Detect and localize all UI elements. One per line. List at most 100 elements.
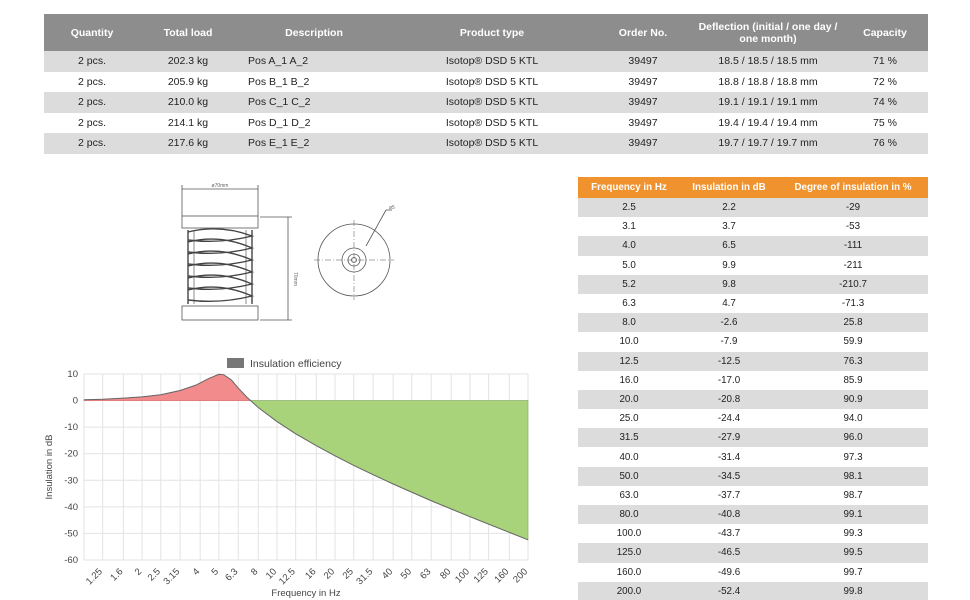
cell-degree-insulation: -71.3 (778, 293, 928, 314)
frequency-table-row: 4.0 6.5 -111 (578, 236, 928, 256)
frequency-table-row: 80.0 -40.8 99.1 (578, 505, 928, 525)
cell-product-type: Isotop® DSD 5 KTL (392, 92, 592, 113)
frequency-table-row: 125.0 -46.5 99.5 (578, 543, 928, 563)
x-tick-label: 12.5 (277, 566, 298, 587)
cell-frequency: 5.2 (578, 274, 680, 294)
isolator-technical-drawing: ø70mm 70mm ø5 (181, 183, 395, 321)
cell-capacity: 71 % (842, 51, 928, 72)
x-tick-label: 2.5 (146, 566, 163, 583)
y-tick-label: -50 (64, 528, 78, 539)
cell-quantity: 2 pcs. (44, 112, 140, 133)
cell-frequency: 3.1 (578, 217, 680, 237)
cell-insulation-db: -7.9 (680, 332, 778, 352)
header-frequency: Frequency in Hz (578, 177, 680, 198)
cell-frequency: 25.0 (578, 409, 680, 429)
cell-capacity: 75 % (842, 112, 928, 133)
x-tick-label: 20 (322, 566, 337, 581)
cell-total-load: 210.0 kg (140, 92, 236, 113)
cell-frequency: 20.0 (578, 389, 680, 410)
cell-insulation-db: -24.4 (680, 409, 778, 429)
frequency-table-row: 5.0 9.9 -211 (578, 255, 928, 275)
cell-quantity: 2 pcs. (44, 92, 140, 113)
legend-swatch (227, 358, 244, 368)
spec-table-row: 2 pcs. 202.3 kg Pos A_1 A_2 Isotop® DSD 5 K… (44, 51, 928, 72)
cell-frequency: 8.0 (578, 313, 680, 333)
frequency-table-body: 2.5 2.2 -29 3.1 3.7 -53 4.0 6.5 -111 5.0 9.9 -211 5.… (578, 198, 928, 600)
x-tick-label: 3.15 (161, 566, 182, 587)
circle-dimension-label: ø5 (389, 205, 395, 211)
y-tick-label: -40 (64, 502, 78, 513)
cell-degree-insulation: 99.1 (778, 505, 928, 525)
frequency-table-row: 25.0 -24.4 94.0 (578, 409, 928, 429)
cell-order-no: 39497 (592, 51, 694, 72)
cell-frequency: 4.0 (578, 236, 680, 256)
cell-insulation-db: -49.6 (680, 562, 778, 582)
spec-table-body: 2 pcs. 202.3 kg Pos A_1 A_2 Isotop® DSD 5 K… (44, 51, 928, 154)
cell-frequency: 10.0 (578, 332, 680, 352)
cell-insulation-db: -12.5 (680, 351, 778, 371)
cell-insulation-db: -46.5 (680, 543, 778, 563)
y-tick-label: -30 (64, 475, 78, 486)
x-tick-label: 1.6 (108, 566, 125, 583)
spec-table-row: 2 pcs. 210.0 kg Pos C_1 C_2 Isotop® DSD 5 K… (44, 92, 928, 113)
cell-product-type: Isotop® DSD 5 KTL (392, 51, 592, 72)
frequency-table-row: 200.0 -52.4 99.8 (578, 581, 928, 600)
frequency-table-row: 2.5 2.2 -29 (578, 198, 928, 218)
cell-degree-insulation: 97.3 (778, 447, 928, 467)
cell-degree-insulation: 85.9 (778, 370, 928, 390)
cell-insulation-db: 2.2 (680, 198, 778, 218)
cell-insulation-db: 4.7 (680, 293, 778, 314)
cell-insulation-db: -52.4 (680, 581, 778, 600)
cell-degree-insulation: 99.5 (778, 543, 928, 563)
header-quantity: Quantity (44, 14, 140, 51)
spec-table: Quantity Total load Description Product … (44, 14, 928, 154)
spec-table-row: 2 pcs. 205.9 kg Pos B_1 B_2 Isotop® DSD 5 K… (44, 71, 928, 92)
cell-degree-insulation: 98.7 (778, 485, 928, 505)
cell-frequency: 160.0 (578, 562, 680, 582)
legend-label: Insulation efficiency (250, 358, 342, 370)
cell-frequency: 100.0 (578, 524, 680, 544)
cell-deflection: 19.1 / 19.1 / 19.1 mm (694, 92, 842, 113)
frequency-table-row: 63.0 -37.7 98.7 (578, 485, 928, 505)
frequency-table-row: 3.1 3.7 -53 (578, 217, 928, 237)
cell-insulation-db: -2.6 (680, 313, 778, 333)
positive-insulation-area (83, 373, 252, 401)
cell-degree-insulation: -211 (778, 255, 928, 275)
frequency-table-row: 160.0 -49.6 99.7 (578, 562, 928, 582)
cell-degree-insulation: 59.9 (778, 332, 928, 352)
cell-frequency: 125.0 (578, 543, 680, 563)
cell-degree-insulation: 98.1 (778, 466, 928, 486)
insulation-chart-svg: 100-10-20-30-40-50-601.25 1.6 2 2.53.15 4 5 6.… (44, 358, 530, 599)
cell-insulation-db: 3.7 (680, 217, 778, 237)
cell-frequency: 16.0 (578, 370, 680, 390)
cell-insulation-db: -37.7 (680, 485, 778, 505)
header-capacity: Capacity (842, 14, 928, 51)
cell-quantity: 2 pcs. (44, 51, 140, 72)
cell-capacity: 74 % (842, 92, 928, 113)
cell-frequency: 6.3 (578, 293, 680, 314)
cell-degree-insulation: 94.0 (778, 409, 928, 429)
height-dimension-label: 70mm (292, 272, 298, 286)
frequency-table-row: 31.5 -27.9 96.0 (578, 428, 928, 448)
cell-product-type: Isotop® DSD 5 KTL (392, 133, 592, 154)
cell-frequency: 40.0 (578, 447, 680, 467)
x-tick-label: 6.3 (223, 566, 240, 583)
y-tick-label: -10 (64, 422, 78, 433)
y-tick-label: 0 (73, 396, 78, 407)
cell-degree-insulation: 99.3 (778, 524, 928, 544)
cell-insulation-db: -31.4 (680, 447, 778, 467)
y-tick-label: 10 (67, 369, 78, 380)
cell-insulation-db: 6.5 (680, 236, 778, 256)
x-tick-label: 4 (191, 566, 203, 578)
x-tick-label: 160 (492, 566, 511, 585)
spec-table-row: 2 pcs. 217.6 kg Pos E_1 E_2 Isotop® DSD 5 K… (44, 133, 928, 154)
x-tick-label: 5 (209, 566, 221, 578)
cell-order-no: 39497 (592, 71, 694, 92)
header-description: Description (236, 14, 392, 51)
cell-frequency: 50.0 (578, 466, 680, 486)
x-tick-label: 2 (133, 566, 145, 578)
x-tick-label: 200 (511, 566, 530, 585)
insulation-chart: 10 0 -10 -20 -30 -40 -50 -60 1.25 1.6 2 2.5 3.15 4 5 6.… (40, 350, 550, 600)
x-tick-label: 125 (472, 566, 491, 585)
frequency-table-row: 40.0 -31.4 97.3 (578, 447, 928, 467)
